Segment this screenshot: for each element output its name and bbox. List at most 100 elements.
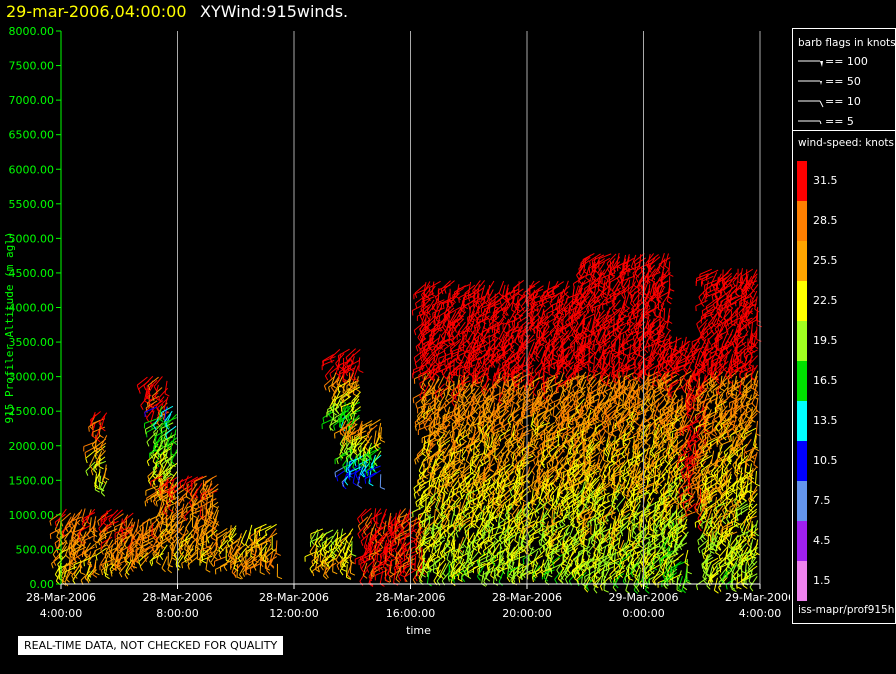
wind-barb: [195, 534, 201, 551]
barb-shaft: [65, 566, 72, 579]
barb-shaft: [100, 415, 106, 429]
barb-flag: [196, 502, 200, 508]
barb-flag: [88, 561, 93, 566]
barb-flag: [359, 429, 362, 435]
barb-shaft: [154, 384, 159, 398]
barb-flag: [79, 563, 83, 569]
barb-shaft: [205, 475, 217, 483]
barb-flag: [368, 426, 371, 432]
barb-flag: [78, 531, 81, 537]
barb-flag: [169, 541, 174, 546]
wind-barb: [172, 429, 178, 446]
barb-shaft: [190, 488, 198, 501]
barb-flag: [145, 407, 148, 413]
wind-barb: [155, 494, 168, 507]
barb-flag: [105, 575, 110, 580]
barb-shaft: [152, 387, 163, 397]
wind-barb: [194, 475, 207, 487]
barb-shaft: [164, 380, 168, 394]
barb-flag: [75, 520, 80, 526]
wind-barb: [195, 540, 208, 551]
barb-shaft: [151, 552, 164, 560]
barb-flag: [229, 539, 234, 544]
barb-shaft: [125, 559, 133, 572]
wind-barb: [355, 376, 361, 393]
barb-flag: [419, 383, 422, 389]
barb-flag: [192, 537, 197, 542]
barb-flag: [414, 576, 418, 582]
barb-shaft: [147, 467, 158, 477]
barb-shaft: [129, 522, 133, 536]
barb-shaft: [105, 547, 118, 554]
barb-flag: [332, 571, 338, 575]
barb-flag: [212, 532, 217, 537]
barb-shaft: [91, 434, 102, 446]
barb-shaft: [99, 475, 106, 488]
barb-flag: [397, 576, 402, 582]
barb-shaft: [168, 496, 173, 509]
barb-shaft: [130, 521, 136, 535]
barb-flag: [84, 452, 87, 458]
barb-shaft: [435, 288, 446, 298]
barb-flag: [458, 297, 460, 303]
barb-shaft: [164, 433, 177, 441]
barb-flag: [169, 472, 174, 477]
barb-shaft: [139, 556, 149, 567]
barb-shaft: [70, 511, 81, 523]
wind-barb: [322, 356, 336, 367]
barb-flag: [194, 527, 200, 532]
barb-shaft: [57, 554, 67, 565]
barb-flag: [403, 576, 406, 583]
barb-flag: [181, 496, 185, 502]
barb-flag: [123, 543, 127, 549]
barb-flag: [160, 412, 163, 418]
chart-title-date: 29-mar-2006,04:00:00: [6, 2, 187, 21]
wind-barb: [171, 544, 177, 561]
wind-barb: [112, 513, 124, 526]
barb-shaft: [100, 525, 112, 534]
wind-barb: [169, 470, 178, 487]
barb-shaft: [146, 384, 154, 397]
barb-flag: [132, 536, 137, 542]
barb-flag: [322, 417, 325, 423]
wind-barb: [85, 508, 96, 524]
barb-shaft: [373, 508, 377, 522]
wind-barb: [99, 559, 113, 571]
barb-shaft: [212, 505, 219, 519]
barb-shaft: [126, 518, 134, 530]
barb-flag: [422, 461, 424, 467]
barb-flag: [116, 566, 121, 571]
wind-barb: [212, 521, 219, 537]
barb-flag: [395, 526, 398, 532]
barb-flag: [320, 565, 324, 571]
wind-barb: [106, 520, 119, 532]
wind-barb: [446, 546, 452, 563]
barb-shaft: [159, 498, 164, 512]
barb-flag: [94, 486, 100, 490]
barb-flag: [337, 387, 340, 393]
wind-barb: [137, 548, 149, 561]
wind-barb: [143, 375, 154, 391]
barb-shaft: [208, 483, 219, 494]
barb-shaft: [189, 548, 200, 559]
wind-barb: [186, 476, 199, 489]
wind-barb: [166, 476, 179, 489]
barb-flag: [86, 534, 91, 540]
barb-shaft: [100, 536, 113, 545]
barb-flag: [172, 537, 176, 543]
barb-flag: [443, 407, 447, 413]
barb-flag: [160, 544, 163, 550]
barb-shaft: [229, 525, 232, 539]
barb-shaft: [167, 495, 179, 504]
barb-flag: [199, 491, 204, 497]
barb-flag: [160, 482, 162, 489]
wind-barb: [100, 562, 113, 576]
barb-flag: [369, 455, 373, 461]
chart-title-product: XYWind:915winds.: [200, 2, 349, 21]
barb-flag: [423, 569, 428, 574]
wind-barb: [141, 544, 153, 557]
wind-barb: [165, 425, 177, 440]
barb-flag: [158, 477, 162, 483]
barb-flag: [446, 527, 449, 533]
barb-flag: [172, 552, 177, 557]
